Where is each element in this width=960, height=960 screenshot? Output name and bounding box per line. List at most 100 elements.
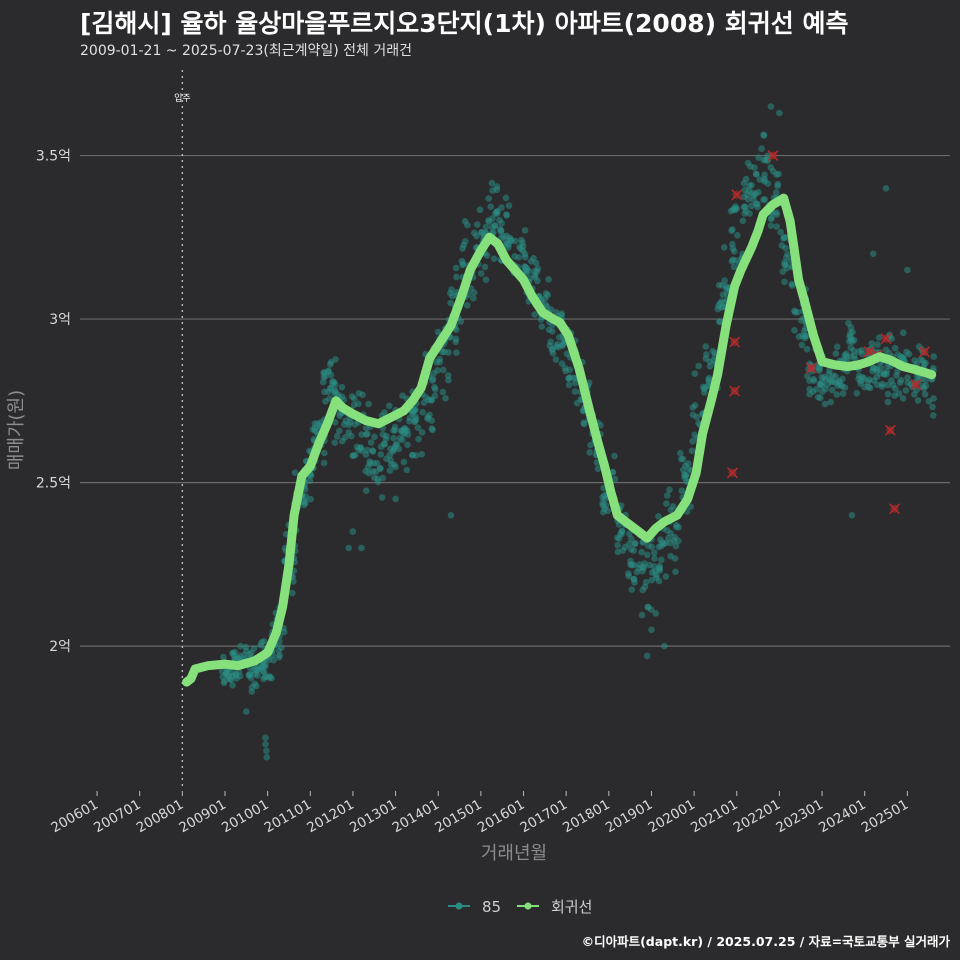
scatter-point [263, 747, 270, 755]
scatter-point [781, 234, 789, 241]
scatter-point [254, 672, 261, 679]
scatter-point [781, 278, 788, 286]
scatter-point [490, 255, 498, 262]
scatter-point [531, 311, 538, 318]
scatter-point [730, 263, 738, 271]
scatter-point [250, 645, 258, 652]
x-tick-label: 202301 [773, 797, 826, 837]
scatter-point [929, 403, 936, 411]
scatter-point [289, 589, 296, 597]
scatter-point [619, 547, 627, 554]
scatter-point [817, 394, 824, 402]
scatter-point [853, 390, 861, 397]
scatter-point [396, 435, 404, 442]
scatter-point [806, 385, 813, 393]
scatter-point [498, 204, 505, 211]
scatter-point [746, 210, 753, 217]
scatter-point [463, 302, 471, 309]
scatter-point [902, 387, 910, 394]
x-tick-label: 201001 [219, 797, 272, 837]
scatter-point [243, 708, 250, 715]
scatter-point [331, 439, 339, 447]
scatter-point [618, 530, 625, 538]
scatter-point [746, 182, 753, 189]
scatter-point [232, 671, 240, 678]
scatter-point [391, 426, 399, 434]
scatter-point [768, 214, 775, 221]
scatter-point [821, 400, 829, 408]
x-tick-label: 200801 [134, 797, 187, 837]
legend-label-regression: 회귀선 [551, 898, 592, 916]
scatter-point [684, 460, 692, 467]
scatter-point [542, 301, 550, 309]
scatter-point [498, 219, 505, 227]
legend-label-85: 85 [482, 898, 501, 916]
scatter-point [900, 329, 907, 337]
cancel-mark-cross [910, 378, 922, 391]
scatter-point [275, 654, 283, 661]
scatter-point [767, 103, 775, 110]
scatter-point [667, 539, 674, 547]
scatter-point [767, 164, 775, 171]
scatter-point [874, 341, 881, 349]
scatter-point [580, 419, 587, 427]
scatter-point [377, 451, 385, 458]
scatter-point [731, 248, 738, 255]
scatter-point [666, 486, 673, 494]
scatter-point [549, 328, 556, 335]
source-credit: ©디아파트(dapt.kr) / 2025.07.25 / 자료=국토교통부 실… [581, 934, 950, 949]
scatter-point [868, 340, 876, 347]
scatter-point [904, 374, 911, 382]
scatter-point [720, 244, 728, 251]
scatter-point [716, 318, 723, 326]
scatter-point [688, 447, 696, 455]
scatter-point [848, 512, 856, 519]
scatter-point [377, 443, 385, 451]
scatter-point [627, 561, 634, 568]
scatter-point [755, 188, 762, 196]
scatter-point [418, 451, 426, 458]
scatter-point [895, 390, 903, 397]
scatter-point [336, 427, 343, 435]
scatter-point [415, 435, 422, 443]
scatter-point [525, 267, 533, 275]
scatter-point [392, 463, 399, 471]
cancel-mark [918, 346, 930, 358]
scatter-point [754, 203, 761, 211]
y-tick-label: 3억 [49, 312, 71, 328]
scatter-point [418, 429, 426, 436]
cancel-mark-cross [729, 336, 741, 348]
scatter-point [857, 380, 864, 387]
scatter-point [399, 392, 406, 400]
scatter-point [773, 223, 780, 230]
scatter-point [821, 373, 828, 381]
scatter-point [753, 170, 760, 178]
scatter-point [345, 544, 353, 552]
scatter-point [532, 273, 539, 281]
scatter-point [358, 544, 365, 552]
cancel-mark-cross [880, 333, 892, 345]
scatter-point [400, 458, 408, 466]
scatter-point [573, 399, 581, 407]
scatter-point [644, 542, 652, 549]
scatter-point [362, 467, 369, 475]
scatter-point [638, 611, 646, 619]
scatter-point [651, 555, 658, 562]
cancel-mark [884, 424, 896, 436]
scatter-point [431, 392, 439, 400]
scatter-point [470, 289, 478, 296]
scatter-point [626, 530, 633, 538]
scatter-point [262, 740, 269, 748]
scatter-point [651, 549, 658, 556]
scatter-point [476, 206, 484, 213]
scatter-point [527, 258, 535, 265]
scatter-point [452, 264, 460, 272]
scatter-point [858, 374, 866, 381]
scatter-point [392, 495, 399, 503]
scatter-point [875, 334, 883, 341]
scatter-point [911, 357, 918, 364]
cancel-mark [729, 336, 741, 348]
scatter-point [631, 540, 639, 548]
scatter-point [639, 586, 646, 594]
scatter-point [489, 215, 496, 222]
